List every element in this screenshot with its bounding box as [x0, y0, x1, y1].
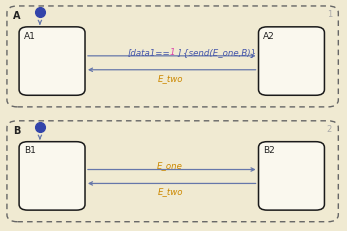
Text: A1: A1 [24, 31, 36, 40]
FancyBboxPatch shape [259, 142, 324, 210]
Text: E_two: E_two [157, 186, 183, 195]
FancyBboxPatch shape [7, 121, 338, 222]
FancyBboxPatch shape [19, 28, 85, 96]
Text: A: A [13, 11, 21, 21]
Text: A2: A2 [263, 31, 275, 40]
FancyBboxPatch shape [259, 28, 324, 96]
Text: 1: 1 [327, 10, 332, 19]
Text: 2: 2 [327, 125, 332, 134]
FancyBboxPatch shape [19, 142, 85, 210]
Text: 1: 1 [170, 48, 176, 56]
Text: B2: B2 [263, 146, 275, 155]
Text: B: B [13, 125, 20, 135]
Text: E_one: E_one [157, 161, 183, 170]
Text: [data1==: [data1== [127, 48, 170, 56]
Text: B1: B1 [24, 146, 36, 155]
FancyBboxPatch shape [7, 7, 338, 107]
Text: ] {send(E_one,B)}: ] {send(E_one,B)} [178, 48, 257, 56]
Text: E_two: E_two [157, 74, 183, 82]
